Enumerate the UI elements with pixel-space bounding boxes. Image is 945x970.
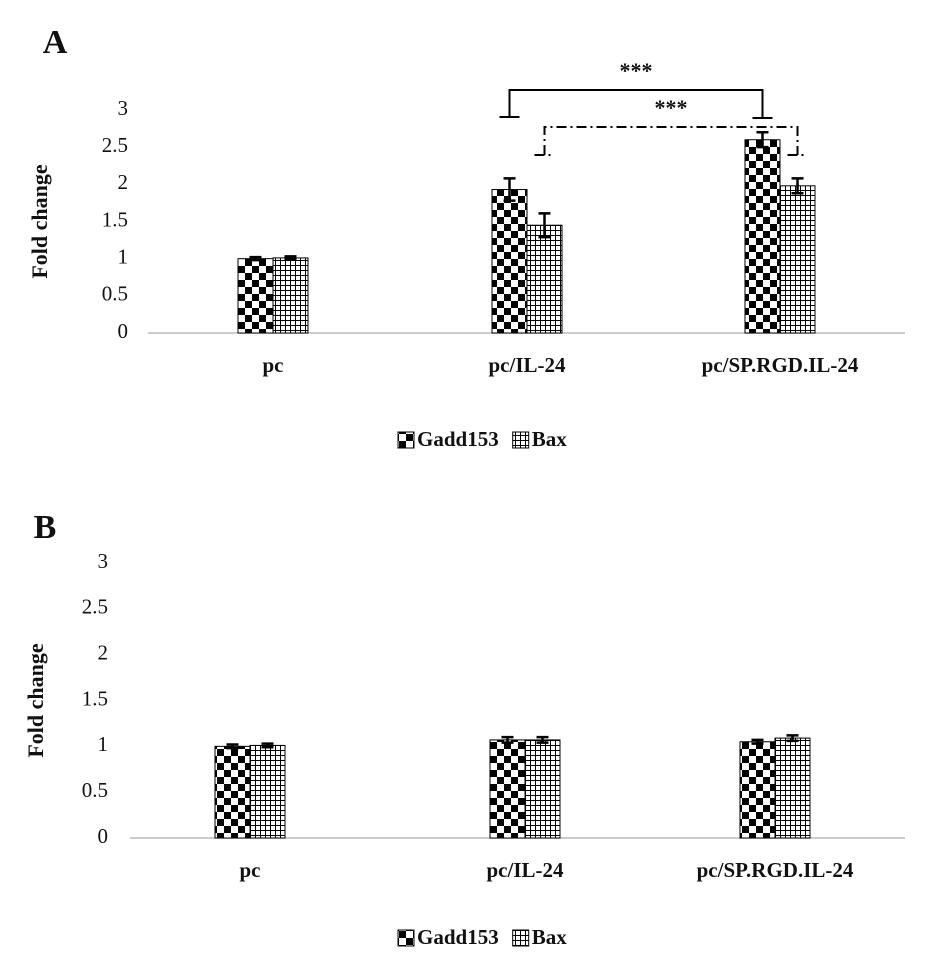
- error-bar: [756, 131, 769, 149]
- y-tick-label: 2: [98, 640, 109, 664]
- significance-bracket: [499, 89, 773, 119]
- legend-label: Bax: [532, 427, 568, 451]
- error-bar: [284, 255, 297, 261]
- error-bar: [786, 734, 799, 743]
- y-tick-label: 1: [98, 732, 109, 756]
- error-bar: [538, 212, 551, 239]
- y-tick-label: 2: [118, 170, 129, 194]
- y-tick-label: 0: [118, 319, 129, 343]
- bar: [249, 744, 286, 839]
- y-tick-label: 1: [118, 244, 129, 268]
- significance-label: ***: [620, 58, 653, 83]
- y-tick-label: 3: [118, 96, 129, 120]
- bar: [489, 739, 526, 839]
- significance-bracket: [534, 126, 808, 156]
- error-bar: [503, 177, 516, 202]
- legend-label: Gadd153: [417, 925, 499, 949]
- y-tick-label: 2.5: [82, 595, 108, 619]
- error-bar: [501, 735, 514, 744]
- legend-swatch: [397, 929, 415, 947]
- error-bar: [751, 738, 764, 745]
- x-tick-label: pc/SP.RGD.IL-24: [697, 858, 854, 882]
- bar: [526, 224, 563, 334]
- bar: [739, 741, 776, 839]
- x-tick-label: pc/IL-24: [486, 858, 564, 882]
- panel-label: A: [43, 24, 68, 61]
- bar: [524, 739, 561, 839]
- bar: [491, 189, 528, 334]
- error-bar: [536, 735, 549, 744]
- error-bar: [261, 742, 274, 749]
- bar: [237, 258, 274, 334]
- bar: [214, 745, 251, 839]
- bar: [779, 185, 816, 334]
- panel-label: B: [34, 509, 57, 546]
- bar: [744, 139, 781, 334]
- bar: [272, 257, 309, 334]
- error-bar: [226, 743, 239, 750]
- y-tick-label: 0.5: [82, 778, 108, 802]
- error-bar: [249, 255, 262, 262]
- y-tick-label: 0.5: [102, 282, 128, 306]
- legend-swatch: [512, 431, 530, 449]
- x-tick-label: pc/IL-24: [488, 353, 566, 377]
- x-tick-label: pc: [263, 353, 284, 377]
- legend-swatch: [512, 929, 530, 947]
- significance-label: ***: [655, 95, 688, 120]
- y-axis-label: Fold change: [23, 643, 48, 758]
- y-tick-label: 1.5: [102, 207, 128, 231]
- legend-swatch: [397, 431, 415, 449]
- error-bar: [791, 177, 804, 195]
- y-tick-label: 1.5: [82, 686, 108, 710]
- x-tick-label: pc/SP.RGD.IL-24: [702, 353, 859, 377]
- legend-label: Gadd153: [417, 427, 499, 451]
- y-tick-label: 2.5: [102, 133, 128, 157]
- y-tick-label: 0: [98, 824, 109, 848]
- y-axis-label: Fold change: [27, 164, 52, 279]
- y-tick-label: 3: [98, 549, 109, 573]
- x-tick-label: pc: [240, 858, 261, 882]
- legend-label: Bax: [532, 925, 568, 949]
- bar: [774, 737, 811, 839]
